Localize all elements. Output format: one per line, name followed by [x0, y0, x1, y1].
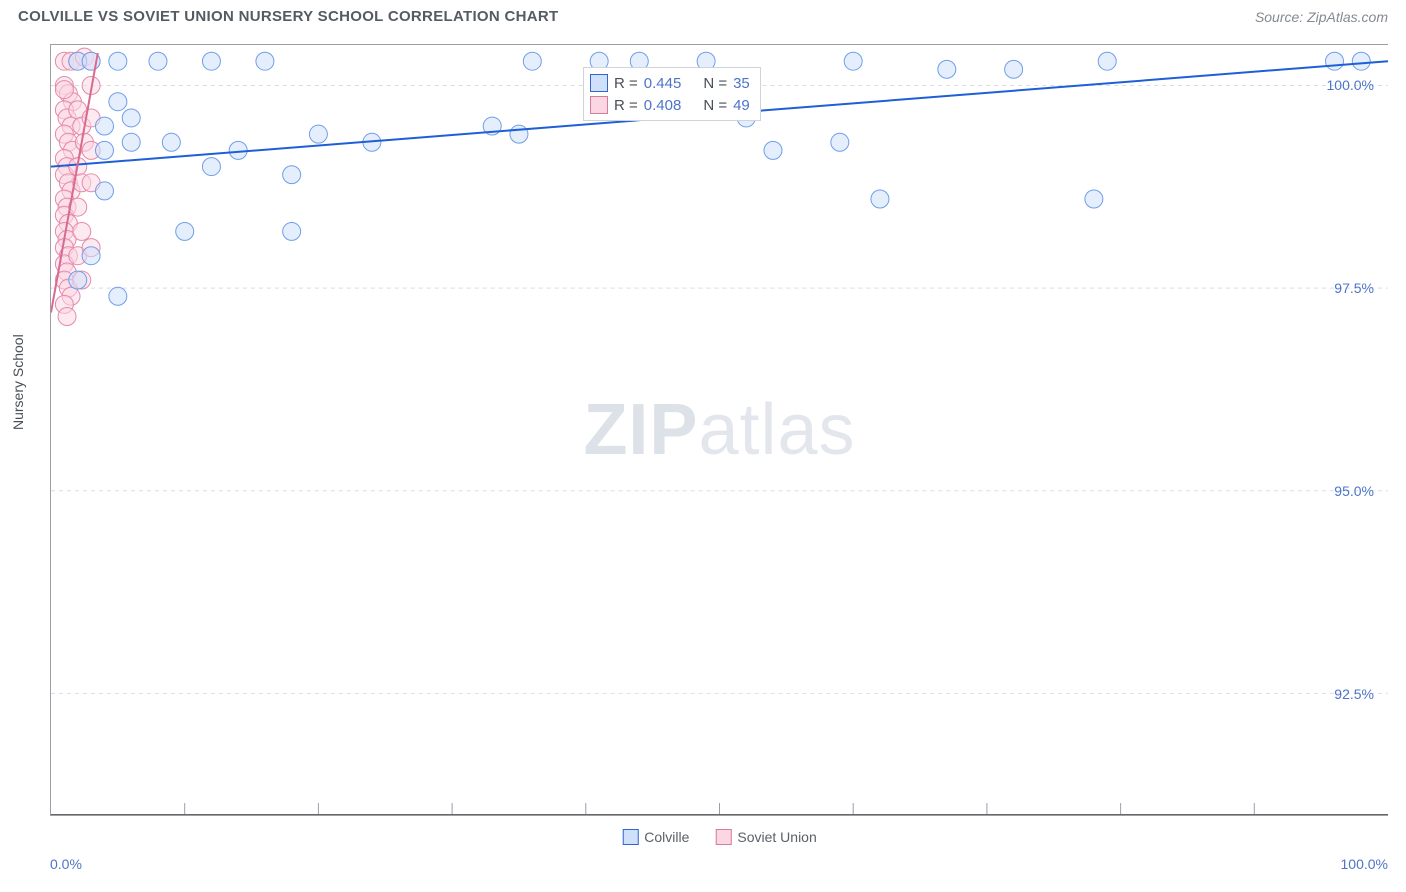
chart-title: COLVILLE VS SOVIET UNION NURSERY SCHOOL …: [18, 8, 558, 25]
n-value: 35: [733, 75, 750, 92]
source-label: Source: ZipAtlas.com: [1255, 9, 1388, 25]
scatter-plot: [51, 45, 1388, 815]
y-tick-label: 92.5%: [1334, 686, 1374, 702]
r-label: R =: [614, 75, 638, 92]
r-value: 0.408: [644, 97, 682, 114]
colville-swatch-icon: [590, 74, 608, 92]
n-value: 49: [733, 97, 750, 114]
chart-area: ZIPatlas R = 0.445 N = 35 R = 0.408 N = …: [50, 44, 1388, 816]
colville-swatch-icon: [622, 829, 638, 845]
x-tick-min: 0.0%: [50, 856, 82, 872]
legend-item-colville: Colville: [622, 829, 689, 845]
legend-item-soviet: Soviet Union: [715, 829, 816, 845]
y-axis-label: Nursery School: [10, 334, 26, 430]
soviet-swatch-icon: [590, 96, 608, 114]
legend-label: Colville: [644, 829, 689, 845]
stats-box: R = 0.445 N = 35 R = 0.408 N = 49: [583, 67, 761, 121]
soviet-swatch-icon: [715, 829, 731, 845]
stats-row-colville: R = 0.445 N = 35: [590, 72, 750, 94]
r-label: R =: [614, 97, 638, 114]
legend-label: Soviet Union: [737, 829, 816, 845]
y-tick-label: 95.0%: [1334, 483, 1374, 499]
r-value: 0.445: [644, 75, 682, 92]
legend: Colville Soviet Union: [622, 829, 817, 845]
n-label: N =: [703, 97, 727, 114]
stats-row-soviet: R = 0.408 N = 49: [590, 94, 750, 116]
y-tick-label: 100.0%: [1327, 77, 1374, 93]
x-tick-max: 100.0%: [1341, 856, 1388, 872]
n-label: N =: [703, 75, 727, 92]
y-tick-label: 97.5%: [1334, 280, 1374, 296]
